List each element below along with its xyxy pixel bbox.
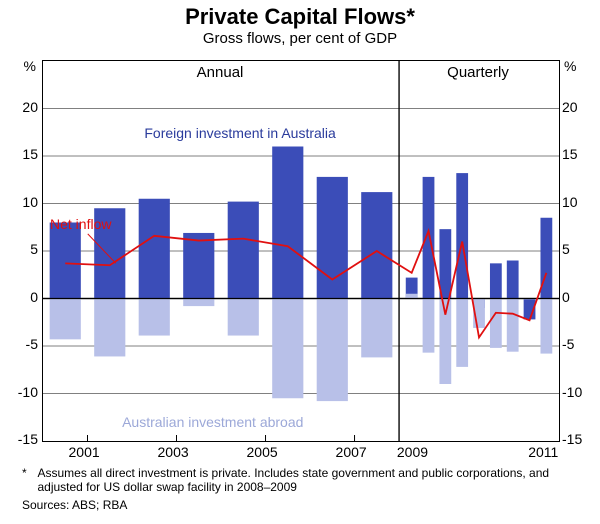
plot-area: [42, 60, 560, 442]
sources-label: Sources:: [22, 498, 69, 512]
bar-abroad-quarterly: [423, 299, 435, 353]
bar-foreign-quarterly: [473, 299, 485, 309]
x-tick-quarterly: 2011: [528, 444, 558, 460]
bar-abroad-annual: [183, 299, 214, 307]
section-label-quarterly: Quarterly: [398, 64, 558, 81]
bar-abroad-quarterly: [507, 299, 519, 352]
net-inflow-line: [65, 231, 546, 337]
bar-foreign-annual: [183, 233, 214, 299]
x-tick-annual: 2001: [69, 444, 100, 460]
bar-abroad-quarterly: [456, 299, 468, 367]
y-tick-right: 10: [562, 194, 578, 210]
y-tick-right: -5: [562, 336, 574, 352]
bar-foreign-quarterly: [406, 278, 418, 299]
bar-abroad-quarterly: [524, 299, 536, 300]
x-tick-annual: 2003: [158, 444, 189, 460]
bar-foreign-annual: [361, 192, 392, 298]
y-unit-right: %: [564, 58, 576, 74]
bar-foreign-quarterly: [490, 263, 502, 298]
bar-abroad-annual: [139, 299, 170, 336]
line-layer: [43, 61, 559, 441]
chart-title: Private Capital Flows*: [0, 4, 600, 30]
bar-abroad-annual: [94, 299, 125, 357]
bar-abroad-quarterly: [406, 294, 418, 299]
bar-foreign-annual: [139, 199, 170, 299]
label-foreign: Foreign investment in Australia: [144, 125, 335, 141]
bar-abroad-annual: [50, 299, 81, 340]
y-unit-left: %: [24, 58, 36, 74]
chart-subtitle: Gross flows, per cent of GDP: [0, 30, 600, 47]
bar-abroad-annual: [228, 299, 259, 336]
y-tick-right: 15: [562, 146, 578, 162]
bar-foreign-annual: [317, 177, 348, 299]
y-tick-left: -5: [26, 336, 38, 352]
y-tick-right: 5: [562, 241, 570, 257]
bar-abroad-quarterly: [439, 299, 451, 385]
y-tick-left: 20: [22, 99, 38, 115]
bar-foreign-annual: [272, 147, 303, 299]
y-tick-left: 0: [30, 289, 38, 305]
label-abroad: Australian investment abroad: [122, 414, 303, 430]
x-tick-quarterly: 2009: [397, 444, 428, 460]
sources: ABS; RBA: [72, 498, 127, 512]
y-tick-left: 15: [22, 146, 38, 162]
bar-abroad-annual: [272, 299, 303, 399]
label-net-inflow: Net inflow: [50, 216, 111, 232]
bar-abroad-quarterly: [473, 299, 485, 328]
bar-foreign-quarterly: [507, 261, 519, 299]
x-tick-annual: 2007: [336, 444, 367, 460]
bar-foreign-quarterly: [456, 173, 468, 298]
bar-foreign-annual: [228, 202, 259, 299]
footnote-text: Assumes all direct investment is private…: [37, 466, 582, 494]
bar-abroad-quarterly: [490, 299, 502, 348]
y-tick-left: -15: [18, 431, 38, 447]
y-tick-right: 20: [562, 99, 578, 115]
bar-foreign-annual: [50, 223, 81, 299]
y-tick-right: 0: [562, 289, 570, 305]
y-tick-left: -10: [18, 384, 38, 400]
chart-container: Private Capital Flows* Gross flows, per …: [0, 0, 600, 524]
y-tick-left: 10: [22, 194, 38, 210]
y-tick-right: -10: [562, 384, 582, 400]
x-tick-annual: 2005: [247, 444, 278, 460]
bar-abroad-quarterly: [540, 299, 552, 354]
chart-footnote: *Assumes all direct investment is privat…: [22, 466, 582, 512]
bar-foreign-quarterly: [540, 218, 552, 299]
bar-foreign-quarterly: [439, 229, 451, 298]
bar-foreign-quarterly: [524, 299, 536, 320]
bar-abroad-annual: [361, 299, 392, 358]
bar-foreign-quarterly: [423, 177, 435, 299]
y-tick-right: -15: [562, 431, 582, 447]
bar-abroad-annual: [317, 299, 348, 402]
section-label-annual: Annual: [42, 64, 398, 81]
y-tick-left: 5: [30, 241, 38, 257]
